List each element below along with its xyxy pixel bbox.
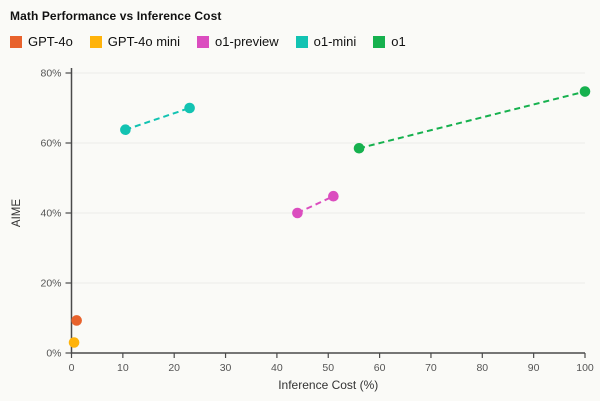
legend-label: o1	[391, 34, 406, 49]
x-tick-label: 40	[271, 362, 283, 374]
chart-title: Math Performance vs Inference Cost	[10, 9, 222, 23]
x-tick-label: 70	[425, 362, 437, 374]
data-point-GPT-4o	[71, 315, 82, 326]
legend-swatch-icon	[10, 35, 22, 48]
legend-swatch-icon	[295, 35, 308, 48]
data-point-o1-preview	[328, 190, 339, 202]
scatter-chart-canvas: 0 10 20 30 40 50 60 70 80 90 100 0% 20% 40% 60% 80% Infe…	[11, 68, 594, 393]
legend-label: GPT-4o mini	[107, 34, 181, 49]
series-line-o1	[358, 90, 586, 150]
legend-swatch-icon	[197, 35, 210, 48]
legend-item-gpt4o-mini: GPT-4o mini	[89, 34, 181, 49]
y-tick-label: 0%	[46, 348, 61, 360]
y-axis-label: AIME	[11, 199, 23, 227]
x-tick-label: 20	[168, 362, 180, 374]
data-point-o1-mini	[184, 102, 195, 114]
x-tick-label: 80	[476, 362, 488, 374]
data-point-o1	[353, 142, 365, 154]
legend-swatch-icon	[373, 35, 386, 48]
y-tick-label: 60%	[40, 138, 61, 150]
x-tick-label: 90	[528, 362, 540, 374]
legend-item-o1: o1	[373, 34, 406, 49]
data-point-o1-mini	[120, 124, 131, 135]
series-line-o1-preview	[297, 195, 334, 214]
legend-item-o1-preview: o1-preview	[197, 34, 279, 49]
y-tick-label: 80%	[40, 68, 61, 80]
data-point-o1	[579, 86, 591, 97]
legend-label: o1-mini	[313, 34, 357, 49]
x-tick-label: 0	[69, 362, 75, 374]
x-tick-label: 10	[117, 362, 129, 374]
series-line-o1-mini	[125, 107, 190, 131]
legend-label: o1-preview	[215, 34, 279, 49]
data-point-o1-preview	[292, 207, 303, 219]
x-axis-label: Inference Cost (%)	[278, 378, 378, 392]
x-tick-label: 30	[220, 362, 232, 374]
y-tick-label: 40%	[40, 208, 61, 220]
x-tick-label: 60	[374, 362, 386, 374]
x-tick-label: 50	[322, 362, 334, 374]
legend: GPT-4o GPT-4o mini o1-preview o1-mini o1	[10, 34, 590, 49]
x-tick-label: 100	[576, 362, 594, 374]
legend-swatch-icon	[89, 35, 102, 48]
data-point-GPT-4o mini	[68, 337, 80, 348]
chart-header: Math Performance vs Inference Cost GPT-4…	[0, 0, 600, 49]
y-tick-label: 20%	[40, 278, 61, 290]
legend-label: GPT-4o	[28, 34, 73, 49]
legend-item-gpt4o: GPT-4o	[10, 34, 73, 49]
legend-item-o1-mini: o1-mini	[295, 34, 357, 49]
